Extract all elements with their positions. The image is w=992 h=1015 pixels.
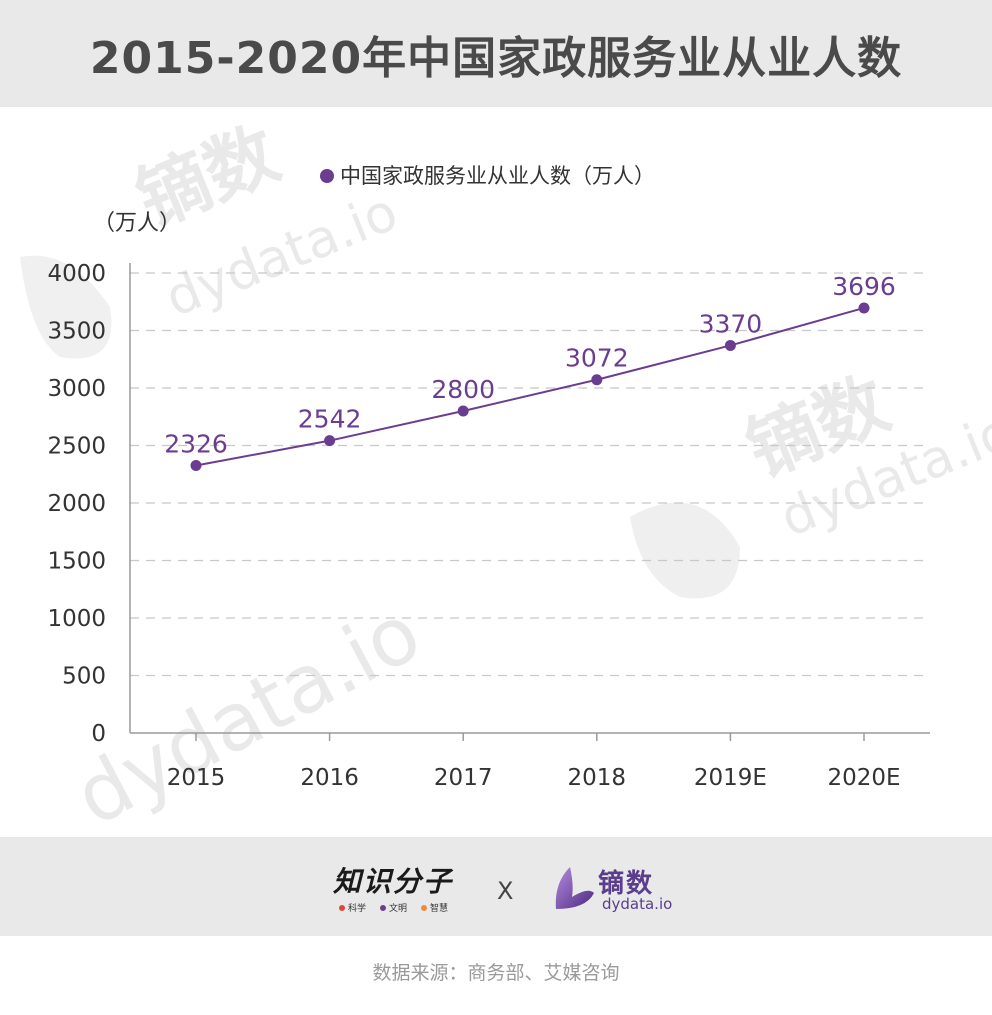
data-label: 2542 [298, 405, 362, 434]
series-polyline [195, 306, 865, 467]
tag-dot [339, 904, 345, 911]
tag-label: 文明 [389, 904, 408, 914]
y-tick-label: 2000 [47, 491, 106, 517]
logo-tag: 科学 [339, 901, 366, 914]
line-chart: 镝数 dydata.io 镝数 dydata.io dydata.io 0500… [20, 111, 992, 837]
axes [129, 263, 930, 734]
data-point [724, 339, 736, 351]
y-tick-label: 3000 [47, 376, 106, 402]
y-axis-ticks: 0 500 1000 1500 2000 2500 3000 3500 4000 [47, 261, 106, 747]
grid-lines [130, 272, 930, 677]
zhishifenzi-logo: 知识分子 科学 文明 智慧 [333, 865, 473, 915]
separator-x: X [497, 877, 514, 905]
legend-marker [320, 169, 334, 183]
data-label: 3072 [565, 344, 629, 373]
y-tick-label: 0 [91, 721, 106, 747]
x-tick-label: 2019E [694, 765, 767, 791]
y-tick-label: 4000 [47, 261, 106, 287]
y-axis-label: （万人） [93, 211, 181, 236]
logo-tag: 智慧 [421, 901, 448, 914]
x-tick-label: 2017 [434, 765, 493, 791]
tag-label: 科学 [348, 904, 367, 914]
data-point [591, 374, 603, 386]
dydata-logo-cn: 镝数 [598, 869, 655, 899]
x-tick-label: 2015 [167, 765, 226, 791]
data-point [858, 302, 870, 314]
data-label: 2326 [164, 430, 228, 459]
data-label: 2800 [431, 375, 495, 404]
data-label: 3370 [699, 309, 763, 338]
watermark-brand-en: dydata.io [60, 586, 435, 837]
chart-area: 镝数 dydata.io 镝数 dydata.io dydata.io 0 500… [0, 107, 992, 837]
legend-label: 中国家政服务业从业人数（万人） [340, 164, 655, 188]
series-line: 2326 2542 2800 3072 3370 3696 [164, 272, 896, 472]
data-source: 数据来源：商务部、艾媒咨询 [372, 962, 620, 984]
footer: 知识分子 科学 文明 智慧 X 镝数 dydata.io [0, 837, 992, 936]
watermark-butterfly-icon [20, 255, 112, 359]
y-tick-label: 1500 [47, 549, 106, 575]
y-tick-label: 2500 [47, 434, 106, 460]
dydata-logo-en: dydata.io [602, 895, 673, 913]
logo-tags: 科学 文明 智慧 [339, 901, 473, 914]
dydata-logo: 镝数 dydata.io [552, 861, 682, 917]
page-header: 2015-2020年中国家政服务业从业人数 [0, 0, 992, 107]
data-point [324, 435, 336, 447]
x-tick-label: 2020E [827, 765, 900, 791]
y-tick-label: 500 [62, 664, 106, 690]
data-label: 3696 [832, 272, 896, 301]
watermark-butterfly-icon [630, 502, 740, 599]
x-axis-ticks: 2015 2016 2017 2018 2019E 2020E [167, 733, 901, 791]
x-tick-label: 2018 [568, 765, 627, 791]
logo-tag: 文明 [380, 901, 407, 914]
tag-dot [421, 904, 428, 911]
data-point [190, 460, 202, 472]
tag-label: 智慧 [430, 904, 449, 914]
y-tick-label: 3500 [47, 319, 106, 345]
y-tick-label: 1000 [47, 606, 106, 632]
tag-dot [380, 904, 387, 911]
zhishifenzi-logo-text: 知识分子 [333, 865, 454, 898]
page-title: 2015-2020年中国家政服务业从业人数 [89, 32, 903, 84]
chart-legend: 中国家政服务业从业人数（万人） [320, 164, 655, 188]
data-point [457, 405, 469, 417]
x-tick-label: 2016 [300, 765, 359, 791]
butterfly-icon [555, 867, 594, 909]
